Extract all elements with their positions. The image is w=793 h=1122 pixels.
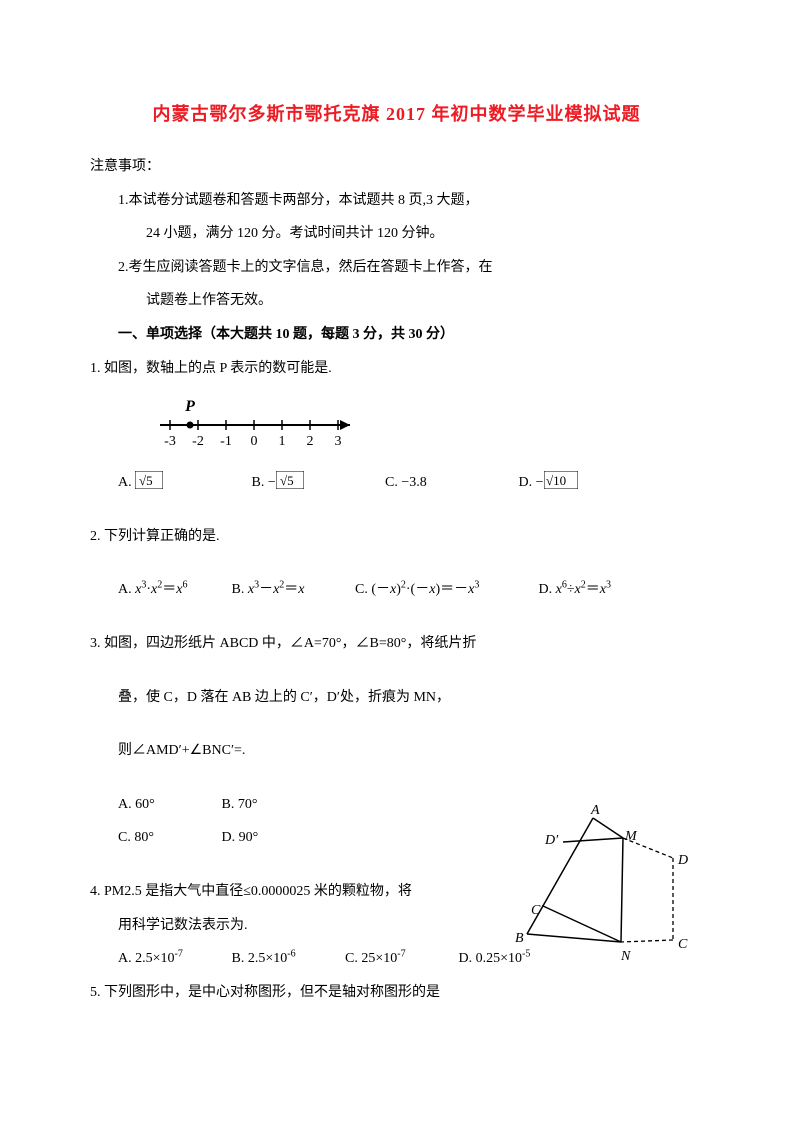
svg-text:√5: √5 [280,473,294,488]
svg-text:N: N [620,949,631,962]
svg-text:-3: -3 [164,434,176,449]
svg-text:-1: -1 [220,434,232,449]
q3-stem-2: 叠，使 C，D 落在 AB 边上的 C′，D′处，折痕为 MN， [90,681,703,715]
q1-option-a[interactable]: A. √5 [118,466,248,500]
svg-text:D′: D′ [544,833,559,848]
q5-stem: 5. 下列图形中，是中心对称图形，但不是轴对称图形的是 [90,976,703,1010]
q4-option-b[interactable]: B. 2.5×10-6 [232,942,342,976]
svg-text:B: B [515,931,524,946]
svg-text:-2: -2 [192,434,204,449]
q3-option-b[interactable]: B. 70° [222,788,322,822]
notice-header: 注意事项： [90,150,703,184]
section-1-heading: 一、单项选择（本大题共 10 题，每题 3 分，共 30 分） [90,318,703,352]
exam-title: 内蒙古鄂尔多斯市鄂托克旗 2017 年初中数学毕业模拟试题 [90,100,703,126]
q3-stem-3: 则∠AMD′+∠BNC′=. [90,734,703,768]
q1-option-c[interactable]: C. −3.8 [385,466,515,500]
svg-text:D: D [677,853,688,868]
svg-text:0: 0 [251,434,258,449]
q4-option-a[interactable]: A. 2.5×10-7 [118,942,228,976]
q3-option-a[interactable]: A. 60° [118,788,218,822]
svg-text:A: A [590,803,600,818]
svg-text:2: 2 [307,434,314,449]
svg-text:√5: √5 [139,473,153,488]
q1-options: A. √5 B. −√5 C. −3.8 D. −√10 [90,466,703,500]
q2-options: A. x3·x2＝x6 B. x3－x2＝x C. (－x)2·(－x)＝－x3… [90,573,703,607]
q2-option-d[interactable]: D. x6÷x2＝x3 [539,573,659,607]
q1-option-d[interactable]: D. −√10 [519,466,649,500]
q3-figure: A B C D M N D′ C′ [513,802,693,962]
q3-stem-1: 3. 如图，四边形纸片 ABCD 中，∠A=70°，∠B=80°，将纸片折 [90,627,703,661]
q3-option-c[interactable]: C. 80° [118,821,218,855]
q1-stem: 1. 如图，数轴上的点 P 表示的数可能是. [90,352,703,386]
svg-text:C: C [678,937,688,952]
notice-1b: 24 小题，满分 120 分。考试时间共计 120 分钟。 [90,217,703,251]
svg-text:3: 3 [335,434,342,449]
svg-text:1: 1 [279,434,286,449]
notice-2b: 试题卷上作答无效。 [90,284,703,318]
q1-option-b[interactable]: B. −√5 [252,466,382,500]
q2-option-c[interactable]: C. (－x)2·(－x)＝－x3 [355,573,535,607]
exam-page: 内蒙古鄂尔多斯市鄂托克旗 2017 年初中数学毕业模拟试题 注意事项： 1.本试… [0,0,793,1122]
q3-option-d[interactable]: D. 90° [222,821,322,855]
q2-stem: 2. 下列计算正确的是. [90,520,703,554]
q2-option-b[interactable]: B. x3－x2＝x [232,573,352,607]
q1-numberline: -3 -2 -1 0 1 2 3 P [90,391,703,456]
notice-1a: 1.本试卷分试题卷和答题卡两部分，本试题共 8 页,3 大题， [90,184,703,218]
notice-2a: 2.考生应阅读答题卡上的文字信息，然后在答题卡上作答，在 [90,251,703,285]
svg-text:√10: √10 [546,473,566,488]
svg-text:P: P [184,398,195,415]
q2-option-a[interactable]: A. x3·x2＝x6 [118,573,228,607]
q4-option-c[interactable]: C. 25×10-7 [345,942,455,976]
